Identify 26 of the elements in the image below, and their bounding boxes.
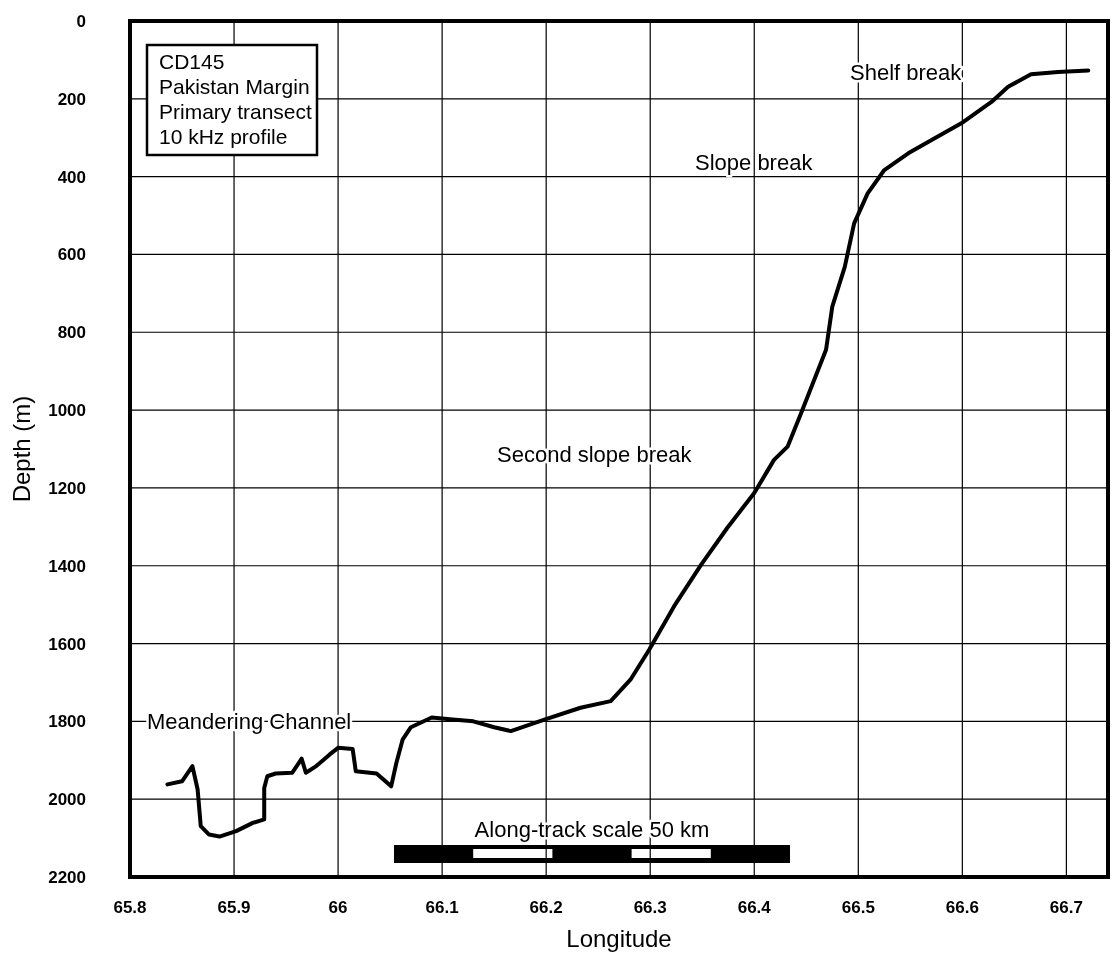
y-tick-label: 800 <box>57 323 86 343</box>
x-tick-label: 66.3 <box>633 898 667 917</box>
x-tick-label: 66.1 <box>425 898 459 917</box>
annotation: CD145 Pakistan Margin Primary transect 10 kHz profile <box>159 50 313 148</box>
x-tick-label: 66.2 <box>529 898 563 917</box>
y-tick-label: 1000 <box>48 401 86 421</box>
x-tick-label: 65.8 <box>113 898 147 917</box>
y-tick-label: 1600 <box>48 634 86 654</box>
y-tick-label: 1200 <box>48 478 86 498</box>
x-tick-label: 66.5 <box>841 898 875 917</box>
y-tick-label: 600 <box>57 245 86 265</box>
x-tick-label: 65.9 <box>217 898 251 917</box>
x-tick-label: 66.6 <box>945 898 979 917</box>
x-axis-title: Longitude <box>566 925 672 952</box>
y-tick-label: 2200 <box>48 868 86 887</box>
x-tick-label: 66 <box>328 898 348 917</box>
y-tick-label: 400 <box>57 167 86 187</box>
y-tick-label: 2000 <box>48 790 86 810</box>
annotation: Slope break <box>695 150 814 175</box>
y-axis-title: Depth (m) <box>8 395 35 503</box>
x-tick-label: 66.4 <box>737 898 772 917</box>
y-tick-label: 1400 <box>48 556 86 576</box>
x-tick-label: 66.7 <box>1049 898 1083 917</box>
y-tick-label: 200 <box>57 89 86 109</box>
y-tick-label: 1800 <box>48 712 86 732</box>
y-tick-label: 0 <box>76 12 86 31</box>
